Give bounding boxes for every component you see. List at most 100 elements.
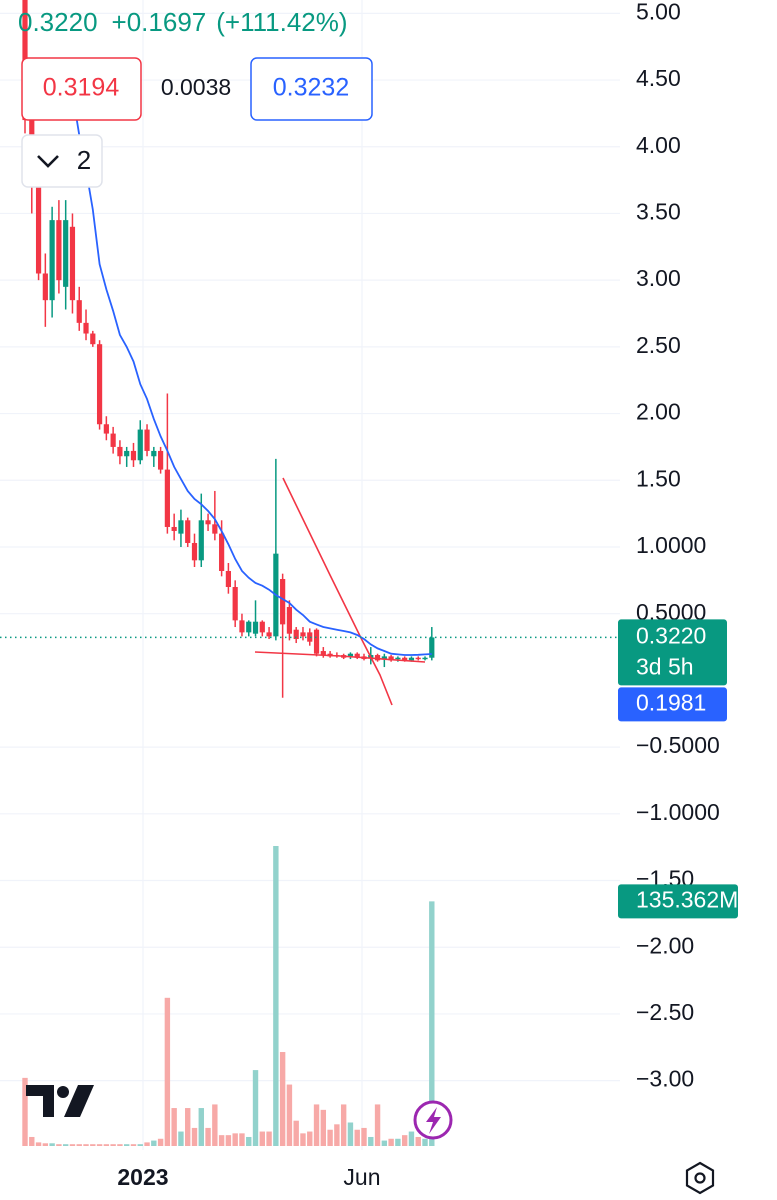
y-tick-label: 5.00 (636, 0, 681, 24)
candle-body (124, 450, 130, 457)
y-tick-label: 2.00 (636, 399, 681, 425)
volume-bar (191, 1127, 198, 1146)
candle-body (76, 300, 82, 323)
candle-body (191, 542, 198, 561)
ask: 0.3232 (273, 74, 349, 102)
change: +0.1697 (112, 7, 207, 37)
volume-bar (56, 1144, 62, 1146)
volume-bar (401, 1135, 408, 1146)
volume-bar (347, 1122, 354, 1146)
volume-bar (22, 1077, 28, 1146)
candle-body (408, 657, 415, 661)
volume-bar (422, 1138, 428, 1146)
volume-bar (429, 901, 435, 1146)
candle-body (232, 587, 238, 621)
candle-body (252, 621, 259, 634)
y-tick-label: −3.00 (636, 1066, 694, 1092)
volume-bar (320, 1109, 327, 1146)
volume-bar (259, 1131, 265, 1146)
settings-hexagon[interactable] (685, 1161, 715, 1195)
candle-body (90, 333, 96, 345)
volume-bar (49, 1143, 55, 1146)
candle-body (219, 533, 225, 571)
y-tick-label: −2.50 (636, 999, 694, 1025)
time-axis (0, 1150, 777, 1200)
candle-body (429, 637, 435, 658)
candle-body (239, 620, 245, 633)
volume-bar (300, 1133, 306, 1146)
candle-body (388, 656, 394, 661)
volume-bar (198, 1108, 204, 1146)
ma-value-label: 0.1981 (636, 690, 706, 716)
volume-value-label: 135.362M (636, 886, 738, 912)
trend-drawing (254, 651, 426, 663)
candle-body (198, 520, 204, 561)
ask-box[interactable] (250, 57, 373, 121)
volume-bar (185, 1108, 191, 1146)
candle-body (63, 220, 69, 287)
candle-body (381, 656, 387, 660)
volume-bar (164, 997, 171, 1146)
y-tick-label: 1.50 (636, 465, 681, 491)
candle-body (205, 520, 211, 525)
candle-body (246, 621, 252, 633)
volume-bar (83, 1144, 89, 1146)
bid: 0.3194 (43, 74, 120, 102)
y-tick-label: 4.00 (636, 132, 681, 158)
volume-bar (286, 1084, 293, 1146)
settings-button[interactable] (685, 1161, 715, 1195)
volume-value-box (618, 884, 738, 919)
volume-bar (178, 1131, 184, 1146)
header-quote: 0.3220 +0.1697 (+111.42%) (18, 7, 348, 37)
candle-body (96, 344, 103, 425)
volume-bar (96, 1144, 103, 1146)
indicator-count: 2 (77, 145, 91, 175)
volume-bar (252, 1070, 259, 1146)
candle-body (286, 607, 293, 634)
volume-bar (266, 1131, 272, 1146)
y-tick-label: −0.5000 (636, 732, 720, 758)
y-tick-label: −1.0000 (636, 799, 720, 825)
y-tick-label: 2.50 (636, 332, 681, 358)
volume-bar (334, 1124, 340, 1146)
volume-bar (151, 1140, 157, 1146)
volume-bar (408, 1131, 415, 1146)
volume-bar (124, 1144, 130, 1146)
volume-bar (246, 1136, 252, 1146)
candle-body (164, 469, 170, 527)
candle-body (293, 629, 299, 640)
candle-body (280, 579, 286, 625)
logo-dot (57, 1086, 69, 1098)
tradingview-logo (26, 1085, 94, 1117)
candle-body (266, 632, 272, 637)
candle-body (35, 186, 42, 274)
candle-body (158, 450, 164, 470)
indicators-toggle[interactable] (21, 134, 103, 188)
candle-body (171, 526, 177, 531)
volume-bar (415, 1136, 421, 1146)
volume-bar (232, 1133, 238, 1146)
y-tick-label: 1.0000 (636, 532, 706, 558)
flash-button[interactable] (413, 1100, 453, 1140)
volume-bar (137, 1144, 143, 1146)
candle-body (151, 450, 157, 457)
last-price: 0.3220 (18, 7, 98, 37)
candle-body (374, 655, 381, 661)
candle-body (422, 657, 428, 660)
volume-bar (76, 1144, 82, 1146)
volume-bar (279, 1052, 286, 1146)
volume-bar (361, 1127, 367, 1146)
countdown: 3d 5h (636, 654, 694, 680)
candle-body (49, 220, 55, 301)
candle-body (137, 429, 143, 461)
ma-value-box (618, 687, 727, 722)
chevron-icon (37, 155, 59, 168)
bid-box[interactable] (21, 57, 142, 121)
trend-drawing (282, 477, 393, 706)
volume-bar (42, 1143, 49, 1146)
volume-bar (273, 846, 279, 1146)
volume-bar (62, 1144, 69, 1146)
label-layer: 5.00 4.50 4.00 3.50 3.00 2.50 2.00 1.50 1.0000 0.… (618, 0, 738, 1092)
